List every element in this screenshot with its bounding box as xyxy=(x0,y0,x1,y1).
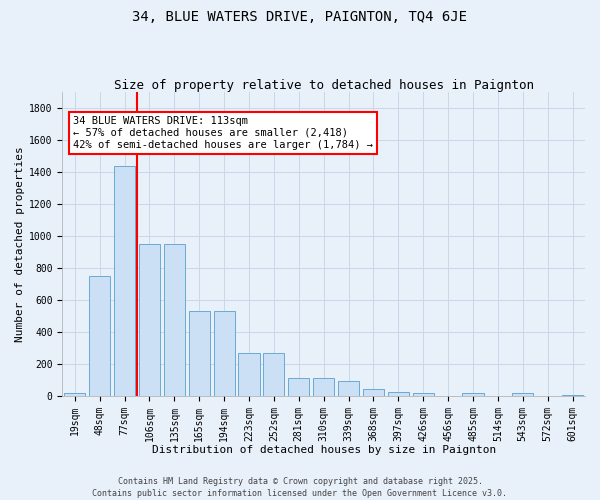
Bar xyxy=(89,276,110,396)
Bar xyxy=(338,382,359,396)
Bar xyxy=(363,390,384,396)
Bar xyxy=(164,244,185,396)
Bar xyxy=(463,394,484,396)
Bar xyxy=(562,395,583,396)
Y-axis label: Number of detached properties: Number of detached properties xyxy=(15,146,25,342)
Bar xyxy=(238,354,260,396)
Bar xyxy=(263,354,284,396)
Bar xyxy=(413,394,434,396)
Text: 34 BLUE WATERS DRIVE: 113sqm
← 57% of detached houses are smaller (2,418)
42% of: 34 BLUE WATERS DRIVE: 113sqm ← 57% of de… xyxy=(73,116,373,150)
Text: Contains HM Land Registry data © Crown copyright and database right 2025.
Contai: Contains HM Land Registry data © Crown c… xyxy=(92,476,508,498)
Bar xyxy=(313,378,334,396)
Bar xyxy=(388,392,409,396)
Bar xyxy=(188,311,210,396)
Bar xyxy=(114,166,135,396)
Bar xyxy=(512,394,533,396)
Bar xyxy=(64,392,85,396)
Bar xyxy=(214,311,235,396)
X-axis label: Distribution of detached houses by size in Paignton: Distribution of detached houses by size … xyxy=(152,445,496,455)
Bar xyxy=(139,244,160,396)
Bar xyxy=(288,378,310,396)
Text: 34, BLUE WATERS DRIVE, PAIGNTON, TQ4 6JE: 34, BLUE WATERS DRIVE, PAIGNTON, TQ4 6JE xyxy=(133,10,467,24)
Title: Size of property relative to detached houses in Paignton: Size of property relative to detached ho… xyxy=(113,79,533,92)
